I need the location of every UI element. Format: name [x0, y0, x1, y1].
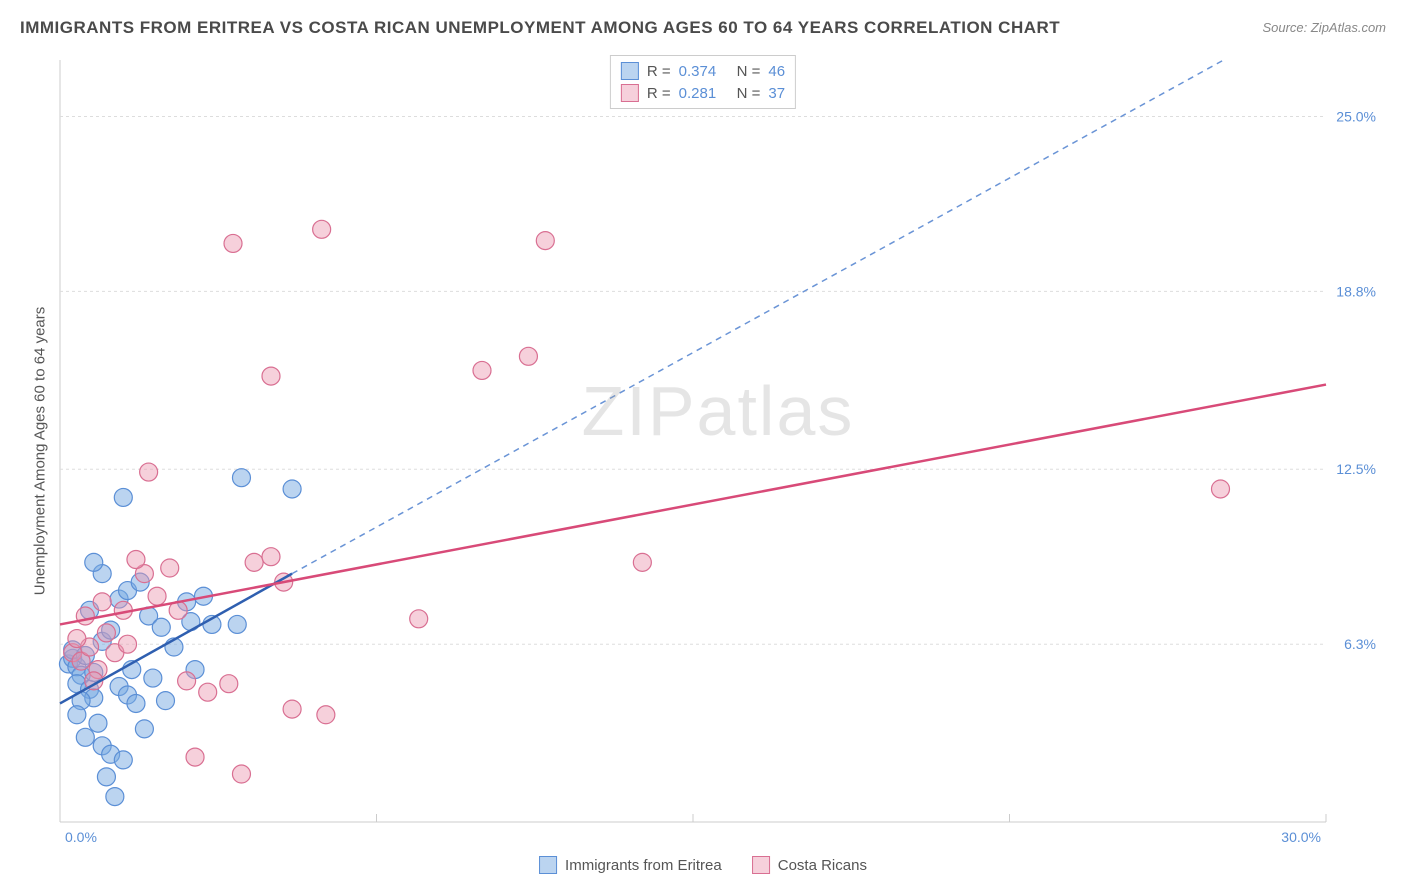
source-attribution: Source: ZipAtlas.com [1262, 20, 1386, 35]
chart-area: Unemployment Among Ages 60 to 64 years 6… [50, 50, 1386, 852]
y-axis-label: Unemployment Among Ages 60 to 64 years [32, 307, 49, 596]
svg-text:25.0%: 25.0% [1336, 108, 1376, 124]
legend-swatch [621, 62, 639, 80]
legend-swatch [752, 856, 770, 874]
stats-legend-row: R =0.281N =37 [621, 82, 785, 104]
svg-text:18.8%: 18.8% [1336, 283, 1376, 299]
legend-item: Costa Ricans [752, 856, 867, 874]
legend-label: Immigrants from Eritrea [565, 857, 722, 874]
legend-swatch [621, 84, 639, 102]
chart-title: IMMIGRANTS FROM ERITREA VS COSTA RICAN U… [20, 18, 1060, 38]
legend-item: Immigrants from Eritrea [539, 856, 722, 874]
svg-text:0.0%: 0.0% [65, 829, 97, 845]
scatter-plot: 6.3% 12.5% 18.8% 25.0% 0.0% 30.0% [50, 50, 1386, 852]
stats-legend-row: R =0.374N =46 [621, 60, 785, 82]
legend-label: Costa Ricans [778, 857, 867, 874]
legend-swatch [539, 856, 557, 874]
series-legend: Immigrants from Eritrea Costa Ricans [539, 856, 867, 874]
stats-legend: R =0.374N =46R =0.281N =37 [610, 55, 796, 109]
svg-text:12.5%: 12.5% [1336, 461, 1376, 477]
svg-text:6.3%: 6.3% [1344, 636, 1376, 652]
svg-text:30.0%: 30.0% [1281, 829, 1321, 845]
